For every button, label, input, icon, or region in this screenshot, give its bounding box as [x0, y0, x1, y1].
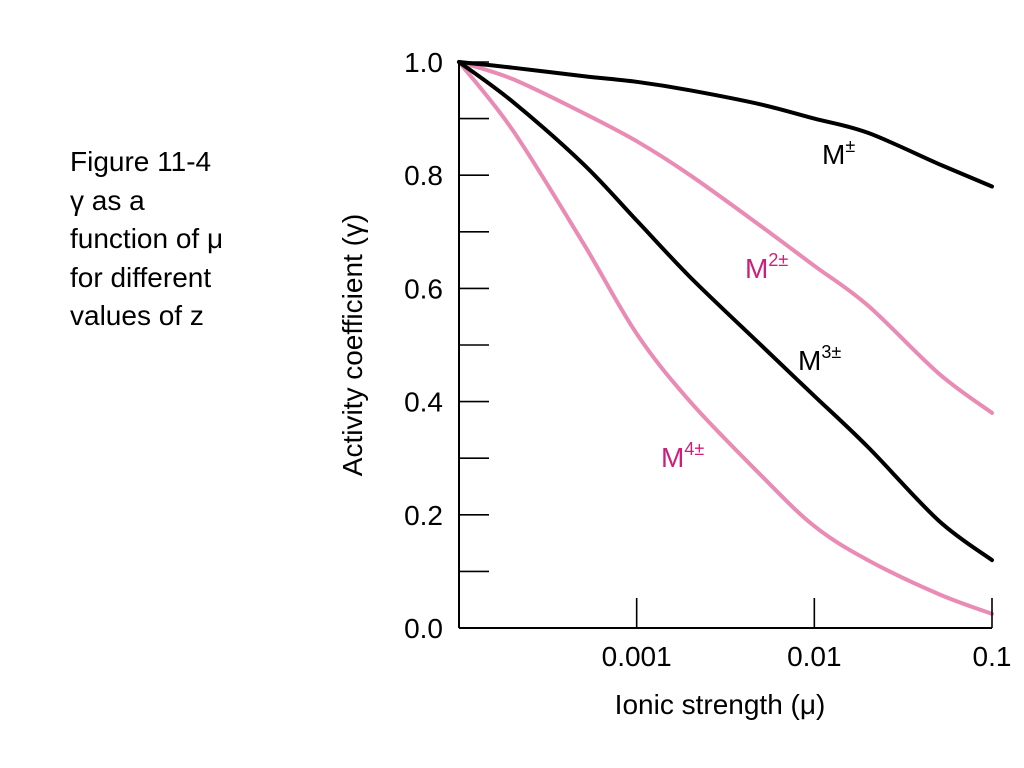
x-tick-label: 0.1 — [973, 641, 1012, 672]
series-line-m4 — [457, 60, 994, 616]
series-line-m1 — [457, 60, 994, 189]
y-tick-label: 0.8 — [404, 160, 443, 191]
caption-line-4: for different — [70, 261, 212, 293]
series-labels-layer: M± M2± M3± M4± — [661, 136, 855, 473]
y-tick-label: 0.0 — [404, 613, 443, 644]
y-axis-title: Activity coefficient (γ) — [337, 214, 368, 476]
series-label-m3: M3± — [798, 342, 841, 376]
y-tick-label: 0.6 — [404, 273, 443, 304]
axes-layer — [458, 62, 992, 629]
caption-line-3: function of μ — [70, 223, 224, 254]
series-label-m4: M4± — [661, 439, 704, 473]
caption-line-5: values of z — [70, 300, 204, 331]
caption-line-2: γ as a — [70, 184, 145, 216]
series-label-m2: M2± — [745, 250, 788, 284]
caption-line-1: Figure 11-4 — [70, 146, 212, 177]
ticks-layer: 0.0 0.2 0.4 0.6 0.8 1.0 0.001 0.01 0.1 — [404, 47, 1011, 672]
x-axis-title: Ionic strength (μ) — [615, 689, 826, 720]
x-tick-label: 0.01 — [787, 641, 842, 672]
y-tick-label: 0.4 — [404, 387, 443, 418]
series-layer — [457, 60, 994, 616]
y-tick-label: 0.2 — [404, 500, 443, 531]
x-tick-label: 0.001 — [602, 641, 672, 672]
y-tick-label: 1.0 — [404, 47, 443, 78]
series-line-m3 — [457, 60, 994, 563]
series-label-m1: M± — [822, 136, 855, 170]
series-line-m2 — [457, 60, 994, 415]
figure-caption: Figure 11-4 γ as a function of μ for dif… — [70, 143, 300, 336]
